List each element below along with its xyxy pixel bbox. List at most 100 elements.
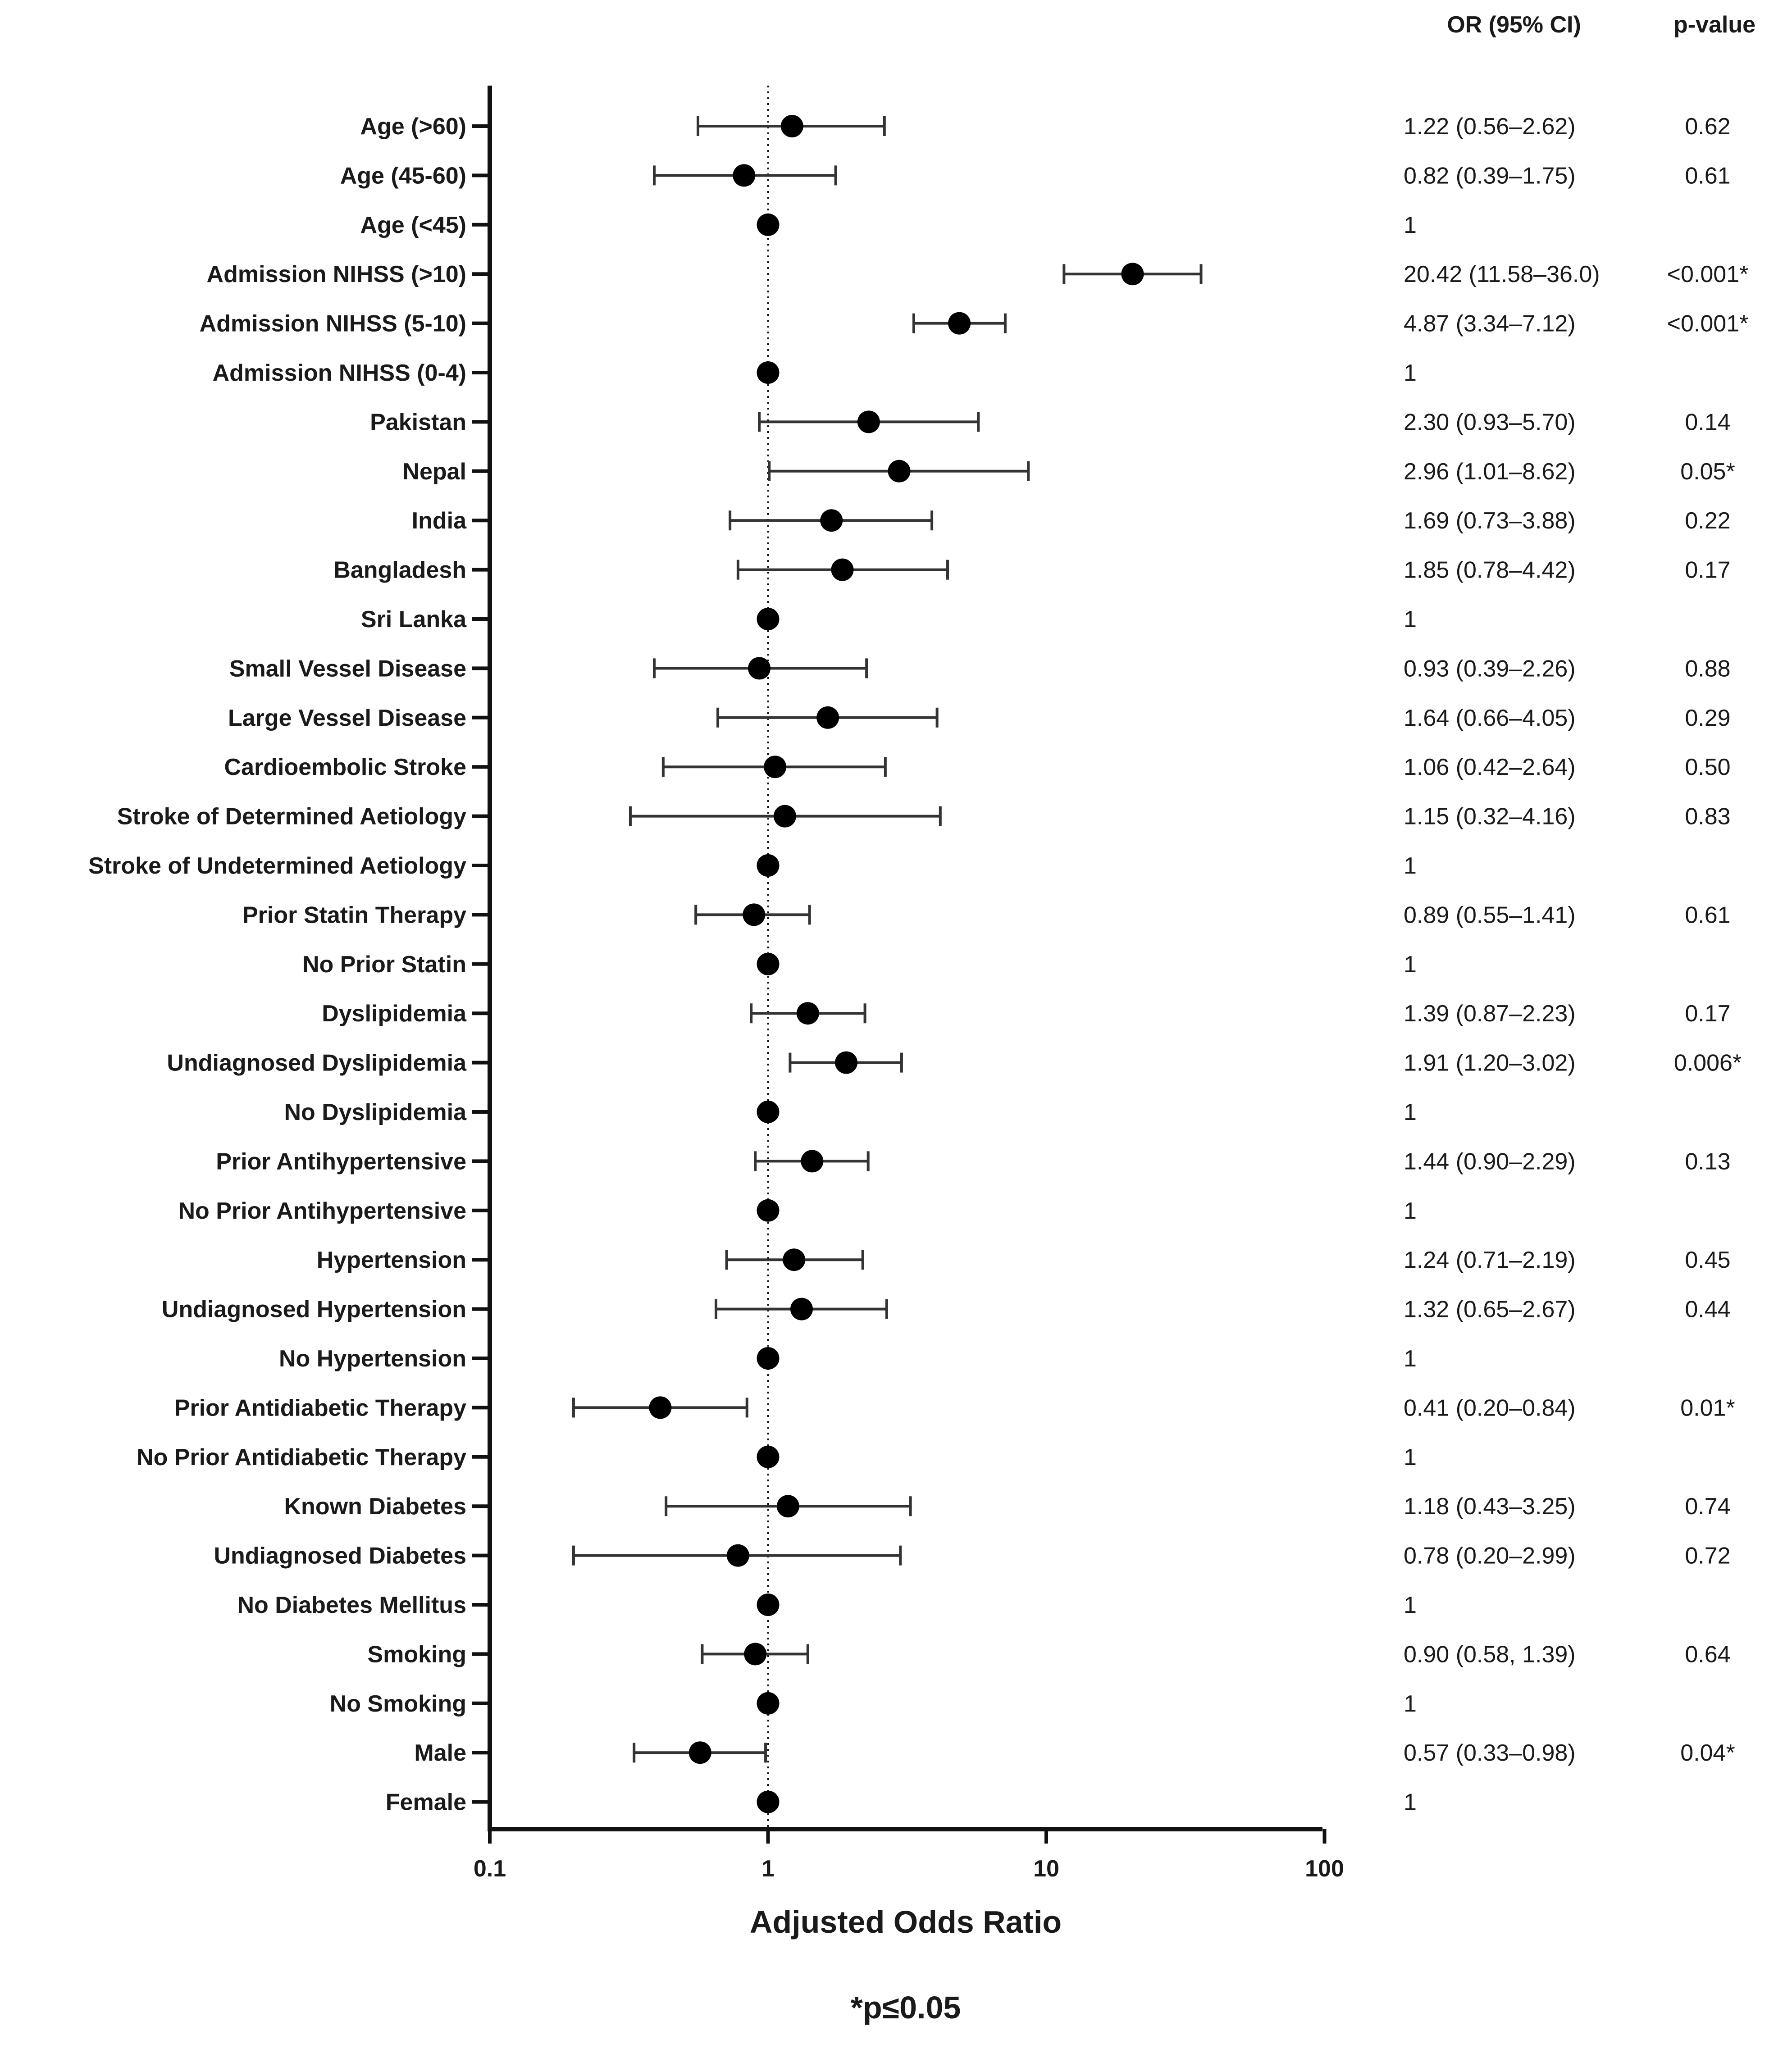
x-tick-label: 1 [761, 1856, 775, 1882]
or-point [835, 1051, 858, 1074]
or-point [757, 1445, 780, 1468]
or-point [757, 952, 780, 975]
row-label: Stroke of Undetermined Aetiology [88, 853, 466, 879]
x-tick-label: 100 [1305, 1856, 1344, 1882]
forest-row: No Hypertension 1 [279, 1346, 1417, 1372]
or-ci-value: 1.18 (0.43–3.25) [1404, 1493, 1576, 1520]
row-label: Bangladesh [333, 557, 466, 583]
row-label: Dyslipidemia [322, 1001, 467, 1027]
row-label: Undiagnosed Diabetes [214, 1543, 466, 1569]
p-value: 0.01* [1680, 1395, 1735, 1421]
or-ci-value: 1 [1404, 1444, 1417, 1471]
p-value: 0.61 [1685, 163, 1730, 189]
forest-row: Prior Antihypertensive 1.44 (0.90–2.29) 0.… [216, 1148, 1730, 1175]
row-label: Known Diabetes [284, 1493, 467, 1520]
row-label: Admission NIHSS (0-4) [213, 360, 466, 386]
row-label: Female [386, 1789, 466, 1816]
significance-footnote: *p≤0.05 [851, 1990, 961, 2025]
or-ci-value: 0.93 (0.39–2.26) [1404, 656, 1576, 682]
forest-row: Smoking 0.90 (0.58, 1.39) 0.64 [367, 1641, 1730, 1667]
or-point [748, 657, 771, 680]
forest-row: Male 0.57 (0.33–0.98) 0.04* [414, 1740, 1735, 1766]
row-label: No Diabetes Mellitus [237, 1592, 466, 1618]
forest-row: Admission NIHSS (>10) 20.42 (11.58–36.0) <… [207, 261, 1749, 287]
p-value: <0.001* [1667, 261, 1749, 287]
or-ci-value: 0.41 (0.20–0.84) [1404, 1395, 1576, 1421]
forest-row: Bangladesh 1.85 (0.78–4.42) 0.17 [333, 557, 1730, 583]
or-ci-value: 0.78 (0.20–2.99) [1404, 1543, 1576, 1569]
row-label: Prior Antihypertensive [216, 1148, 466, 1175]
p-value: 0.13 [1685, 1148, 1730, 1175]
axes [488, 86, 1322, 1831]
forest-row: Small Vessel Disease 0.93 (0.39–2.26) 0.88 [229, 656, 1731, 682]
p-value: 0.62 [1685, 114, 1730, 140]
forest-row: Stroke of Undetermined Aetiology 1 [88, 853, 1417, 879]
or-ci-value: 0.57 (0.33–0.98) [1404, 1740, 1576, 1766]
row-label: Age (<45) [360, 212, 466, 238]
forest-rows: Age (>60) 1.22 (0.56–2.62) 0.62 Age (45-60)… [88, 114, 1748, 1816]
column-headers: OR (95% CI) p-value [1447, 12, 1756, 38]
or-point [948, 312, 971, 335]
row-label: No Prior Antidiabetic Therapy [137, 1444, 466, 1471]
p-value: 0.72 [1685, 1543, 1730, 1569]
or-point [757, 1199, 780, 1222]
forest-row: Stroke of Determined Aetiology 1.15 (0.32… [117, 804, 1731, 830]
x-tick-label: 0.1 [474, 1856, 506, 1882]
forest-row: Undiagnosed Dyslipidemia 1.91 (1.20–3.02)… [167, 1050, 1742, 1076]
forest-row: No Prior Antihypertensive 1 [178, 1198, 1416, 1224]
row-label: Stroke of Determined Aetiology [117, 804, 466, 830]
or-point [726, 1544, 749, 1567]
x-axis-title: Adjusted Odds Ratio [750, 1904, 1062, 1940]
forest-row: Undiagnosed Diabetes 0.78 (0.20–2.99) 0.72 [214, 1543, 1730, 1569]
or-point [757, 1692, 780, 1715]
or-point [796, 1002, 819, 1025]
forest-row: No Prior Antidiabetic Therapy 1 [137, 1444, 1417, 1471]
or-ci-value: 1 [1404, 360, 1417, 386]
or-ci-value: 2.96 (1.01–8.62) [1404, 459, 1576, 485]
row-label: Age (>60) [360, 114, 466, 140]
forest-row: Pakistan 2.30 (0.93–5.70) 0.14 [370, 409, 1731, 435]
p-value: 0.83 [1685, 804, 1730, 830]
or-ci-value: 1 [1404, 1198, 1417, 1224]
p-value: 0.04* [1680, 1740, 1735, 1766]
or-ci-value: 0.82 (0.39–1.75) [1404, 163, 1576, 189]
row-label: Admission NIHSS (>10) [207, 261, 466, 287]
or-ci-value: 20.42 (11.58–36.0) [1404, 261, 1600, 287]
forest-row: Female 1 [386, 1789, 1417, 1816]
forest-row: Nepal 2.96 (1.01–8.62) 0.05* [402, 459, 1735, 485]
forest-row: Admission NIHSS (5-10) 4.87 (3.34–7.12) <0… [200, 311, 1749, 337]
or-point [776, 1495, 799, 1518]
or-point [744, 1643, 767, 1666]
p-value: 0.45 [1685, 1247, 1730, 1273]
forest-row: Hypertension 1.24 (0.71–2.19) 0.45 [317, 1247, 1731, 1273]
or-ci-value: 1.64 (0.66–4.05) [1404, 705, 1576, 731]
p-value: 0.61 [1685, 902, 1730, 928]
p-value: 0.05* [1680, 459, 1735, 485]
or-point [801, 1150, 824, 1173]
row-label: Large Vessel Disease [228, 705, 466, 731]
or-ci-value: 1 [1404, 1592, 1417, 1618]
or-ci-value: 1 [1404, 1789, 1417, 1816]
forest-row: No Smoking 1 [330, 1691, 1417, 1717]
row-label: Undiagnosed Hypertension [162, 1297, 466, 1323]
p-value: 0.44 [1685, 1297, 1730, 1323]
or-point [773, 805, 796, 828]
row-label: Cardioembolic Stroke [224, 754, 466, 780]
row-label: Small Vessel Disease [229, 656, 466, 682]
row-label: Hypertension [317, 1247, 466, 1273]
or-ci-value: 1 [1404, 1099, 1417, 1125]
or-point [689, 1741, 711, 1764]
or-ci-value: 1.24 (0.71–2.19) [1404, 1247, 1576, 1273]
or-point [780, 115, 803, 137]
or-point [857, 410, 880, 433]
forest-row: No Dyslipidemia 1 [284, 1099, 1416, 1125]
row-label: Smoking [367, 1641, 466, 1667]
or-ci-value: 1 [1404, 853, 1417, 879]
row-label: Admission NIHSS (5-10) [200, 311, 466, 337]
or-ci-value: 4.87 (3.34–7.12) [1404, 311, 1576, 337]
or-point [757, 854, 780, 877]
or-point [757, 213, 780, 236]
or-ci-value: 2.30 (0.93–5.70) [1404, 409, 1576, 435]
or-point [816, 706, 839, 729]
